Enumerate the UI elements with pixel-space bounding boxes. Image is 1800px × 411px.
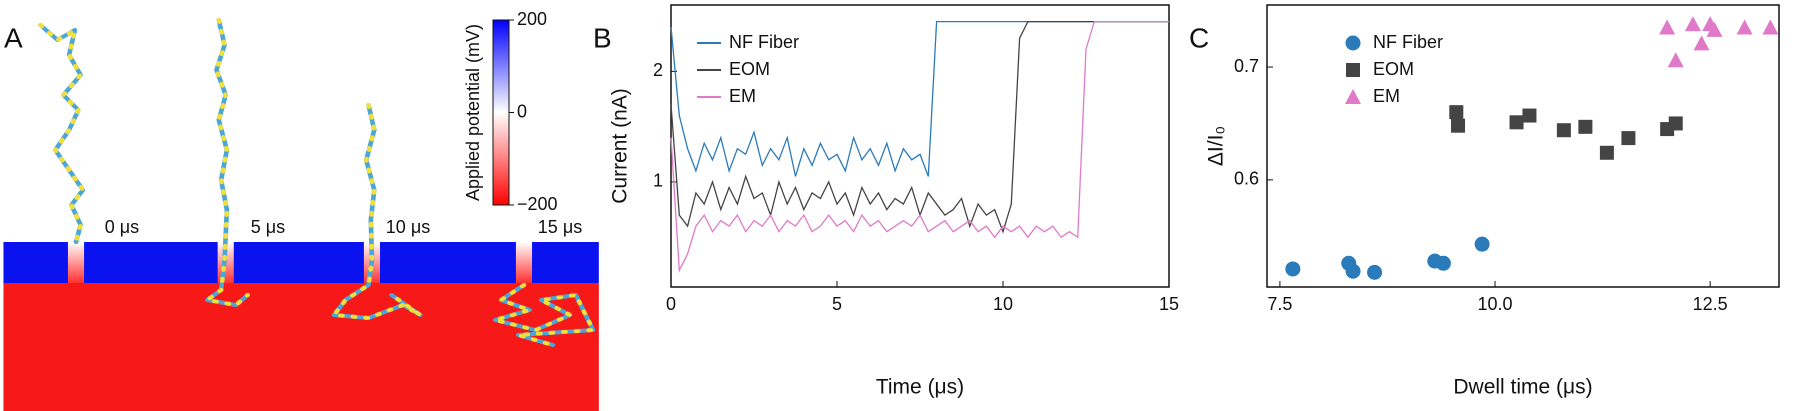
data-point — [1556, 123, 1571, 138]
x-tick-label: 15 — [1159, 294, 1179, 314]
colorbar-label: Applied potential (mV) — [463, 24, 483, 201]
x-tick-label: 10.0 — [1478, 294, 1513, 314]
data-point — [1509, 115, 1524, 130]
data-point — [1345, 263, 1361, 279]
data-point — [1621, 131, 1636, 146]
data-point — [1522, 108, 1537, 123]
legend-label: NF Fiber — [729, 32, 799, 52]
membrane-bottom — [3, 283, 599, 411]
membrane-top — [3, 242, 599, 283]
legend-marker — [1346, 63, 1360, 77]
y-tick-label: 1 — [653, 171, 663, 191]
panel-letter: C — [1189, 22, 1209, 53]
colorbar — [492, 19, 510, 206]
x-tick-label: 5 — [832, 294, 842, 314]
data-point — [1693, 35, 1710, 51]
panel-letter: A — [4, 22, 23, 53]
colorbar-tick-label: 200 — [517, 9, 547, 29]
x-axis-label: Dwell time (μs) — [1453, 376, 1592, 399]
time-annotation: 0 μs — [105, 217, 139, 237]
pore — [515, 242, 533, 283]
data-point — [1762, 19, 1779, 35]
legend-label: EM — [1373, 86, 1400, 106]
x-tick-label: 10 — [993, 294, 1013, 314]
colorbar-tick-label: 0 — [517, 101, 527, 121]
x-tick-label: 12.5 — [1693, 294, 1728, 314]
data-point — [1474, 236, 1490, 252]
pore — [67, 242, 85, 283]
legend-label: NF Fiber — [1373, 32, 1443, 52]
time-annotation: 15 μs — [538, 217, 582, 237]
y-tick-label: 0.7 — [1234, 56, 1259, 76]
data-point — [1706, 21, 1723, 37]
x-tick-label: 7.5 — [1267, 294, 1292, 314]
data-point — [1736, 19, 1753, 35]
legend-marker — [1345, 35, 1361, 51]
data-point — [1367, 264, 1383, 280]
polymer-chains — [38, 18, 597, 347]
legend-marker — [1345, 89, 1361, 104]
data-point — [1435, 255, 1451, 271]
plot-frame — [1266, 4, 1780, 288]
data-point — [1285, 261, 1301, 277]
legend-label: EM — [729, 86, 756, 106]
data-point — [1668, 116, 1683, 131]
x-tick-label: 0 — [666, 294, 676, 314]
panel-letter: B — [593, 22, 612, 53]
data-point — [1451, 118, 1466, 133]
current-trace — [670, 20, 1169, 273]
legend-label: EOM — [729, 59, 770, 79]
data-point — [1578, 119, 1593, 134]
time-annotation: 10 μs — [386, 217, 430, 237]
data-point — [1667, 52, 1684, 68]
legend-label: EOM — [1373, 59, 1414, 79]
simulation-illustration — [3, 18, 599, 411]
y-axis-label: ΔI/I₀ — [1205, 126, 1228, 166]
colorbar-tick-label: −200 — [517, 194, 558, 214]
y-axis-label: Current (nA) — [609, 88, 632, 204]
data-point — [1599, 145, 1614, 160]
time-annotation: 5 μs — [251, 217, 285, 237]
data-point — [1659, 19, 1676, 35]
y-tick-label: 2 — [653, 60, 663, 80]
data-point — [1684, 16, 1701, 32]
data-point — [1449, 105, 1464, 120]
current-trace — [670, 20, 1169, 234]
x-axis-label: Time (μs) — [876, 376, 964, 399]
y-tick-label: 0.6 — [1234, 169, 1259, 189]
